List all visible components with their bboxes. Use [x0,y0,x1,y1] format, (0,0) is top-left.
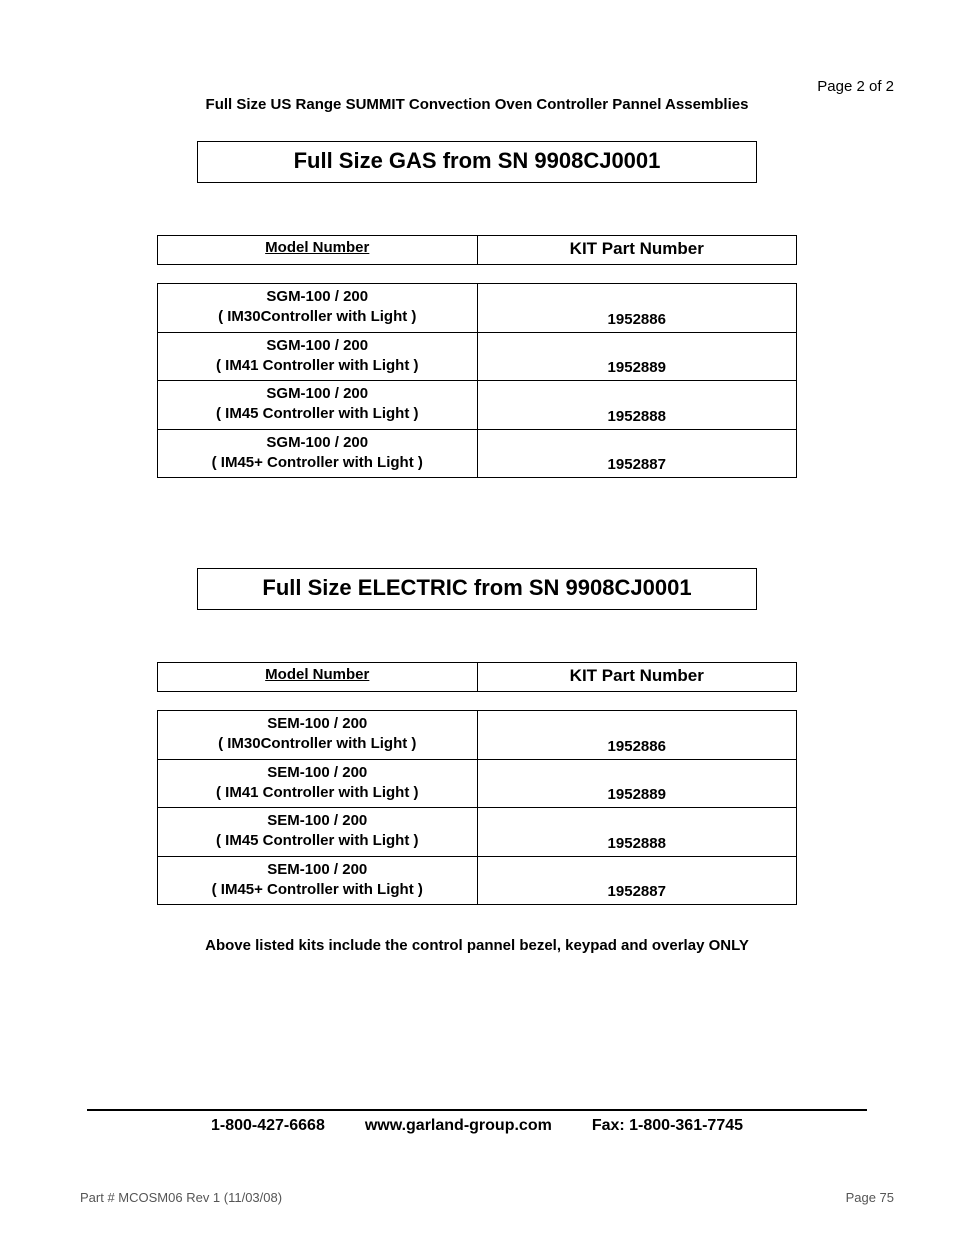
model-line1: SGM-100 / 200 [266,337,368,354]
model-line2: ( IM41 Controller with Light ) [216,784,419,801]
page-label: Page 75 [846,1190,894,1205]
model-cell: SEM-100 / 200 ( IM45 Controller with Lig… [158,808,478,857]
document-title: Full Size US Range SUMMIT Convection Ove… [80,96,874,113]
footer-contact-row: 1-800-427-6668 www.garland-group.com Fax… [80,1111,874,1135]
kit-cell: 1952887 [477,429,797,478]
model-line1: SGM-100 / 200 [266,434,368,451]
section-title-gas: Full Size GAS from SN 9908CJ0001 [197,141,757,183]
header-model-number: Model Number [158,663,478,691]
model-line1: SEM-100 / 200 [267,812,367,829]
footer-phone: 1-800-427-6668 [211,1117,325,1135]
header-kit-part-number: KIT Part Number [478,236,797,264]
table-header-row: Model Number KIT Part Number [157,662,797,692]
model-cell: SGM-100 / 200 ( IM45 Controller with Lig… [158,381,478,430]
header-model-number: Model Number [158,236,478,264]
model-cell: SGM-100 / 200 ( IM41 Controller with Lig… [158,332,478,381]
table-row: SEM-100 / 200 ( IM45+ Controller with Li… [158,856,797,905]
model-line2: ( IM41 Controller with Light ) [216,357,419,374]
table-row: SEM-100 / 200 ( IM45 Controller with Lig… [158,808,797,857]
model-cell: SEM-100 / 200 ( IM41 Controller with Lig… [158,759,478,808]
model-line2: ( IM30Controller with Light ) [218,735,416,752]
gas-table: SGM-100 / 200 ( IM30Controller with Ligh… [157,283,797,478]
section-title-electric: Full Size ELECTRIC from SN 9908CJ0001 [197,568,757,610]
model-line1: SEM-100 / 200 [267,764,367,781]
model-cell: SGM-100 / 200 ( IM45+ Controller with Li… [158,429,478,478]
model-cell: SGM-100 / 200 ( IM30Controller with Ligh… [158,284,478,333]
page-number-top: Page 2 of 2 [817,78,894,95]
kit-cell: 1952886 [477,284,797,333]
model-line1: SGM-100 / 200 [266,288,368,305]
table-row: SGM-100 / 200 ( IM30Controller with Ligh… [158,284,797,333]
model-line1: SEM-100 / 200 [267,861,367,878]
model-cell: SEM-100 / 200 ( IM45+ Controller with Li… [158,856,478,905]
header-kit-part-number: KIT Part Number [478,663,797,691]
kit-note: Above listed kits include the control pa… [80,937,874,954]
model-cell: SEM-100 / 200 ( IM30Controller with Ligh… [158,711,478,760]
footer-website: www.garland-group.com [365,1117,552,1135]
footer-bottom: Part # MCOSM06 Rev 1 (11/03/08) Page 75 [80,1190,894,1205]
document-page: Page 2 of 2 Full Size US Range SUMMIT Co… [0,0,954,1235]
footer-contact-area: 1-800-427-6668 www.garland-group.com Fax… [0,1109,954,1135]
kit-cell: 1952889 [477,759,797,808]
kit-cell: 1952889 [477,332,797,381]
table-header-row: Model Number KIT Part Number [157,235,797,265]
kit-cell: 1952888 [477,808,797,857]
table-row: SGM-100 / 200 ( IM41 Controller with Lig… [158,332,797,381]
model-line2: ( IM45+ Controller with Light ) [212,454,423,471]
model-line2: ( IM45+ Controller with Light ) [212,881,423,898]
table-row: SEM-100 / 200 ( IM41 Controller with Lig… [158,759,797,808]
model-line1: SEM-100 / 200 [267,715,367,732]
kit-cell: 1952886 [477,711,797,760]
model-line2: ( IM45 Controller with Light ) [216,832,419,849]
table-row: SGM-100 / 200 ( IM45+ Controller with Li… [158,429,797,478]
kit-cell: 1952888 [477,381,797,430]
model-line2: ( IM45 Controller with Light ) [216,405,419,422]
electric-table: SEM-100 / 200 ( IM30Controller with Ligh… [157,710,797,905]
kit-cell: 1952887 [477,856,797,905]
table-row: SGM-100 / 200 ( IM45 Controller with Lig… [158,381,797,430]
footer-fax: Fax: 1-800-361-7745 [592,1117,743,1135]
table-row: SEM-100 / 200 ( IM30Controller with Ligh… [158,711,797,760]
part-revision: Part # MCOSM06 Rev 1 (11/03/08) [80,1190,282,1205]
model-line2: ( IM30Controller with Light ) [218,308,416,325]
model-line1: SGM-100 / 200 [266,385,368,402]
